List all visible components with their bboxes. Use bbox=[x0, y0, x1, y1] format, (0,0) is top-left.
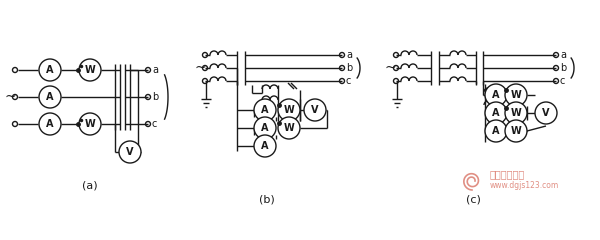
Text: A: A bbox=[261, 105, 269, 115]
Circle shape bbox=[254, 99, 276, 121]
Text: V: V bbox=[126, 147, 134, 157]
Text: c: c bbox=[346, 76, 352, 86]
Text: A: A bbox=[46, 65, 54, 75]
Circle shape bbox=[119, 141, 141, 163]
Text: A: A bbox=[261, 141, 269, 151]
Text: A: A bbox=[492, 90, 500, 100]
Text: www.dgjs123.com: www.dgjs123.com bbox=[490, 181, 559, 191]
Text: A: A bbox=[261, 123, 269, 133]
Text: (c): (c) bbox=[466, 195, 481, 205]
Text: a: a bbox=[560, 50, 566, 60]
Text: W: W bbox=[284, 123, 295, 133]
Text: (b): (b) bbox=[259, 195, 275, 205]
Circle shape bbox=[254, 135, 276, 157]
Circle shape bbox=[485, 120, 507, 142]
Circle shape bbox=[505, 102, 527, 124]
Circle shape bbox=[79, 113, 101, 135]
Text: A: A bbox=[492, 108, 500, 118]
Text: W: W bbox=[511, 90, 521, 100]
Circle shape bbox=[79, 59, 101, 81]
Text: A: A bbox=[46, 92, 54, 102]
Circle shape bbox=[278, 117, 300, 139]
Text: V: V bbox=[311, 105, 319, 115]
Text: ~: ~ bbox=[385, 61, 397, 75]
Circle shape bbox=[535, 102, 557, 124]
Text: ~: ~ bbox=[194, 61, 206, 75]
Text: V: V bbox=[542, 108, 550, 118]
Text: A: A bbox=[46, 119, 54, 129]
Text: a: a bbox=[152, 65, 158, 75]
Text: W: W bbox=[284, 105, 295, 115]
Circle shape bbox=[39, 86, 61, 108]
Text: c: c bbox=[560, 76, 565, 86]
Text: (a): (a) bbox=[82, 180, 98, 190]
Circle shape bbox=[304, 99, 326, 121]
Circle shape bbox=[485, 84, 507, 106]
Circle shape bbox=[505, 84, 527, 106]
Circle shape bbox=[278, 99, 300, 121]
Text: A: A bbox=[492, 126, 500, 136]
Text: a: a bbox=[346, 50, 352, 60]
Circle shape bbox=[485, 102, 507, 124]
Text: b: b bbox=[346, 63, 352, 73]
Text: W: W bbox=[85, 119, 95, 129]
Text: ~: ~ bbox=[5, 90, 17, 104]
Text: 电工技术之家: 电工技术之家 bbox=[490, 169, 525, 179]
Text: W: W bbox=[85, 65, 95, 75]
Text: b: b bbox=[152, 92, 158, 102]
Circle shape bbox=[39, 59, 61, 81]
Text: b: b bbox=[560, 63, 566, 73]
Text: W: W bbox=[511, 126, 521, 136]
Circle shape bbox=[505, 120, 527, 142]
Circle shape bbox=[39, 113, 61, 135]
Text: c: c bbox=[152, 119, 157, 129]
Text: W: W bbox=[511, 108, 521, 118]
Circle shape bbox=[254, 117, 276, 139]
